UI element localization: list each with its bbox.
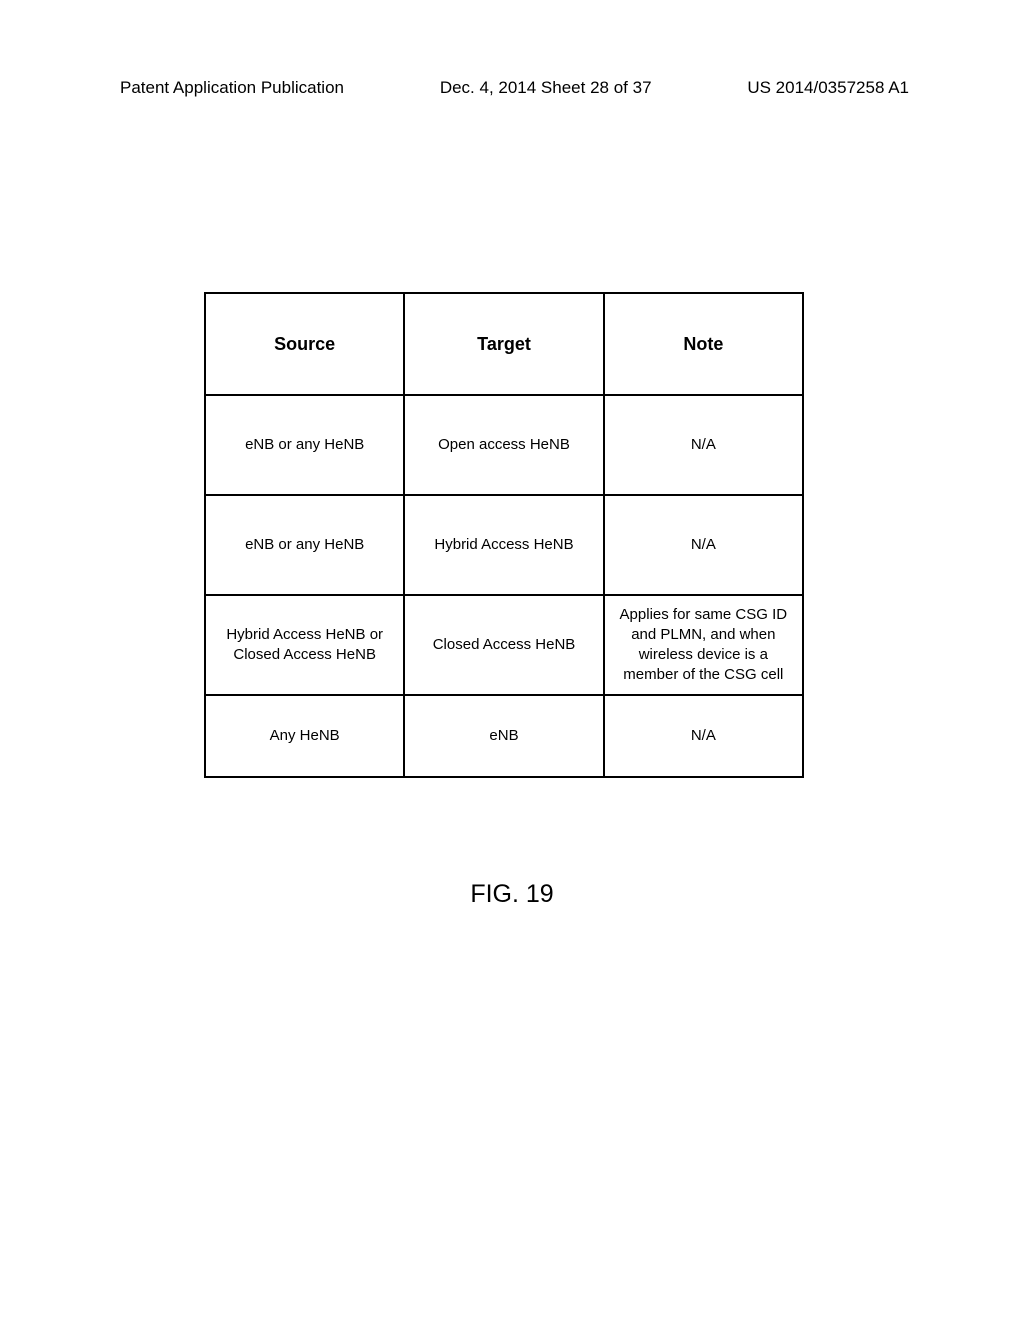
figure-label: FIG. 19	[0, 880, 1024, 909]
column-header-source: Source	[205, 293, 404, 395]
table-row: eNB or any HeNB Open access HeNB N/A	[205, 395, 803, 495]
header-publication: Patent Application Publication	[120, 78, 344, 98]
table-header-row: Source Target Note	[205, 293, 803, 395]
table-row: Hybrid Access HeNB or Closed Access HeNB…	[205, 595, 803, 695]
column-header-note: Note	[604, 293, 803, 395]
cell-note: N/A	[604, 395, 803, 495]
table-row: Any HeNB eNB N/A	[205, 695, 803, 777]
cell-note: Applies for same CSG ID and PLMN, and wh…	[604, 595, 803, 695]
cell-target: Open access HeNB	[404, 395, 603, 495]
cell-target: Hybrid Access HeNB	[404, 495, 603, 595]
cell-source: eNB or any HeNB	[205, 495, 404, 595]
table-row: eNB or any HeNB Hybrid Access HeNB N/A	[205, 495, 803, 595]
page-header: Patent Application Publication Dec. 4, 2…	[0, 78, 1024, 98]
cell-target: Closed Access HeNB	[404, 595, 603, 695]
handover-table: Source Target Note eNB or any HeNB Open …	[204, 292, 804, 778]
header-date-sheet: Dec. 4, 2014 Sheet 28 of 37	[440, 78, 652, 98]
header-patent-number: US 2014/0357258 A1	[747, 78, 909, 98]
cell-target: eNB	[404, 695, 603, 777]
cell-note: N/A	[604, 495, 803, 595]
table: Source Target Note eNB or any HeNB Open …	[204, 292, 804, 778]
column-header-target: Target	[404, 293, 603, 395]
cell-source: Hybrid Access HeNB or Closed Access HeNB	[205, 595, 404, 695]
cell-source: eNB or any HeNB	[205, 395, 404, 495]
cell-note: N/A	[604, 695, 803, 777]
cell-source: Any HeNB	[205, 695, 404, 777]
